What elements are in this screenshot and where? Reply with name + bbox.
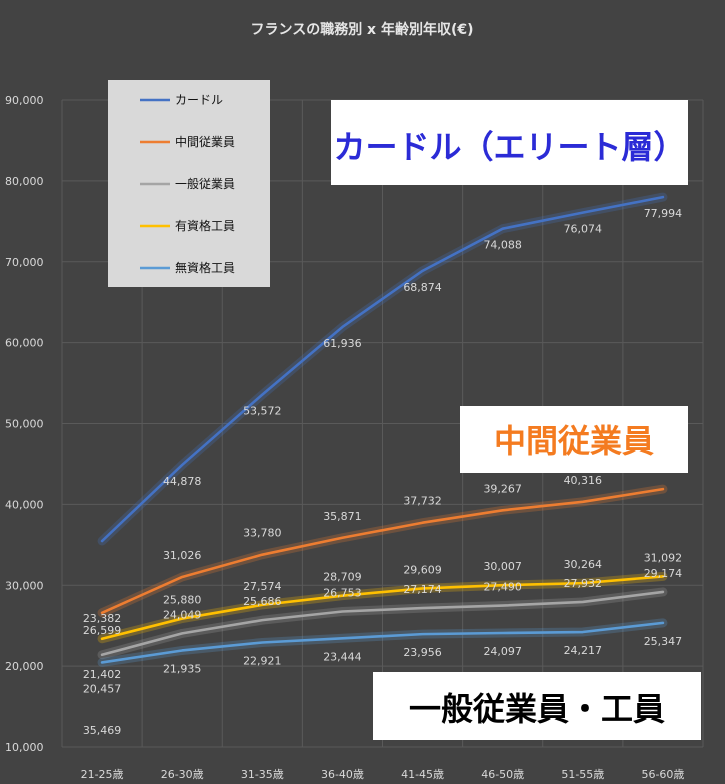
legend-item-3: 有資格工員 bbox=[175, 218, 235, 233]
legend-item-1: 中間従業員 bbox=[175, 134, 235, 149]
legend-item-4: 無資格工員 bbox=[175, 260, 235, 275]
data-label: 31,026 bbox=[163, 549, 202, 562]
data-label: 27,490 bbox=[483, 581, 522, 594]
data-labels: 35,469 44,878 53,572 61,936 68,874 74,088 76,0… bbox=[83, 207, 682, 737]
data-label: 30,264 bbox=[564, 558, 603, 571]
series-line-3 bbox=[100, 575, 665, 641]
y-tick-label: 10,000 bbox=[5, 741, 44, 754]
series-lines bbox=[97, 192, 668, 667]
x-tick-label: 31-35歳 bbox=[241, 768, 284, 781]
y-tick-label: 20,000 bbox=[5, 660, 44, 673]
data-label: 61,936 bbox=[323, 337, 362, 350]
data-label: 27,174 bbox=[403, 583, 442, 596]
callout-workers: 一般従業員・工員 bbox=[373, 672, 701, 740]
data-label: 26,599 bbox=[83, 624, 122, 637]
data-label: 35,871 bbox=[323, 510, 362, 523]
x-tick-label: 36-40歳 bbox=[321, 768, 364, 781]
legend-box bbox=[108, 80, 270, 287]
data-label: 21,402 bbox=[83, 668, 122, 681]
chart-title: フランスの職務別 x 年齢別年収(€) bbox=[250, 21, 473, 38]
series-line-1 bbox=[100, 487, 665, 615]
data-label: 27,932 bbox=[564, 577, 603, 590]
x-tick-label: 46-50歳 bbox=[481, 768, 524, 781]
data-label: 35,469 bbox=[83, 724, 122, 737]
callout-cadre-text: カードル（エリート層） bbox=[333, 128, 685, 166]
y-tick-label: 70,000 bbox=[5, 256, 44, 269]
x-tick-label: 41-45歳 bbox=[401, 768, 444, 781]
series-line-2 bbox=[100, 590, 665, 657]
callout-middle-text: 中間従業員 bbox=[494, 422, 654, 460]
callout-cadre: カードル（エリート層） bbox=[331, 100, 688, 185]
data-label: 25,347 bbox=[644, 635, 683, 648]
y-tick-label: 60,000 bbox=[5, 337, 44, 350]
y-tick-label: 30,000 bbox=[5, 579, 44, 592]
data-label: 29,609 bbox=[403, 563, 442, 576]
y-tick-label: 40,000 bbox=[5, 498, 44, 511]
x-tick-label: 56-60歳 bbox=[641, 768, 684, 781]
data-label: 24,097 bbox=[483, 645, 522, 658]
x-tick-label: 51-55歳 bbox=[561, 768, 604, 781]
callout-workers-text: 一般従業員・工員 bbox=[409, 690, 665, 728]
data-label: 29,174 bbox=[644, 567, 683, 580]
x-tick-label: 21-25歳 bbox=[81, 768, 124, 781]
data-label: 53,572 bbox=[243, 405, 282, 418]
y-tick-label: 50,000 bbox=[5, 418, 44, 431]
legend-item-0: カードル bbox=[175, 93, 223, 107]
y-axis-ticks: 10,000 20,000 30,000 40,000 50,000 60,000 70,0… bbox=[5, 94, 44, 754]
data-label: 74,088 bbox=[483, 239, 522, 252]
data-label: 23,382 bbox=[83, 612, 122, 625]
callout-middle: 中間従業員 bbox=[460, 406, 688, 473]
callout-cadre-box bbox=[331, 100, 688, 185]
data-label: 21,935 bbox=[163, 662, 202, 675]
x-axis-ticks: 21-25歳 26-30歳 31-35歳 36-40歳 41-45歳 46-50歳 51-5… bbox=[81, 768, 685, 781]
series-line-4 bbox=[100, 621, 665, 664]
data-label: 22,921 bbox=[243, 655, 282, 668]
data-label: 23,444 bbox=[323, 650, 362, 663]
data-label: 24,217 bbox=[564, 644, 603, 657]
data-label: 37,732 bbox=[403, 495, 442, 508]
data-label: 25,686 bbox=[243, 595, 282, 608]
data-label: 33,780 bbox=[243, 527, 282, 540]
data-label: 25,880 bbox=[163, 594, 202, 607]
series-line-0 bbox=[100, 195, 665, 543]
data-label: 30,007 bbox=[483, 560, 522, 573]
callout-workers-box bbox=[373, 672, 701, 740]
data-label: 68,874 bbox=[403, 281, 442, 294]
data-label: 26,753 bbox=[323, 587, 362, 600]
data-label: 27,574 bbox=[243, 580, 282, 593]
data-label: 40,316 bbox=[564, 474, 603, 487]
y-tick-label: 80,000 bbox=[5, 175, 44, 188]
data-label: 76,074 bbox=[564, 223, 603, 236]
data-label: 77,994 bbox=[644, 207, 683, 220]
data-label: 44,878 bbox=[163, 475, 202, 488]
data-label: 31,092 bbox=[644, 551, 683, 564]
y-tick-label: 90,000 bbox=[5, 94, 44, 107]
data-label: 20,457 bbox=[83, 682, 122, 695]
x-tick-label: 26-30歳 bbox=[161, 768, 204, 781]
legend-item-2: 一般従業員 bbox=[175, 176, 235, 191]
data-label: 28,709 bbox=[323, 571, 362, 584]
callout-middle-box bbox=[460, 406, 688, 473]
data-label: 39,267 bbox=[483, 482, 522, 495]
data-label: 23,956 bbox=[403, 646, 442, 659]
data-label: 24,049 bbox=[163, 608, 202, 621]
